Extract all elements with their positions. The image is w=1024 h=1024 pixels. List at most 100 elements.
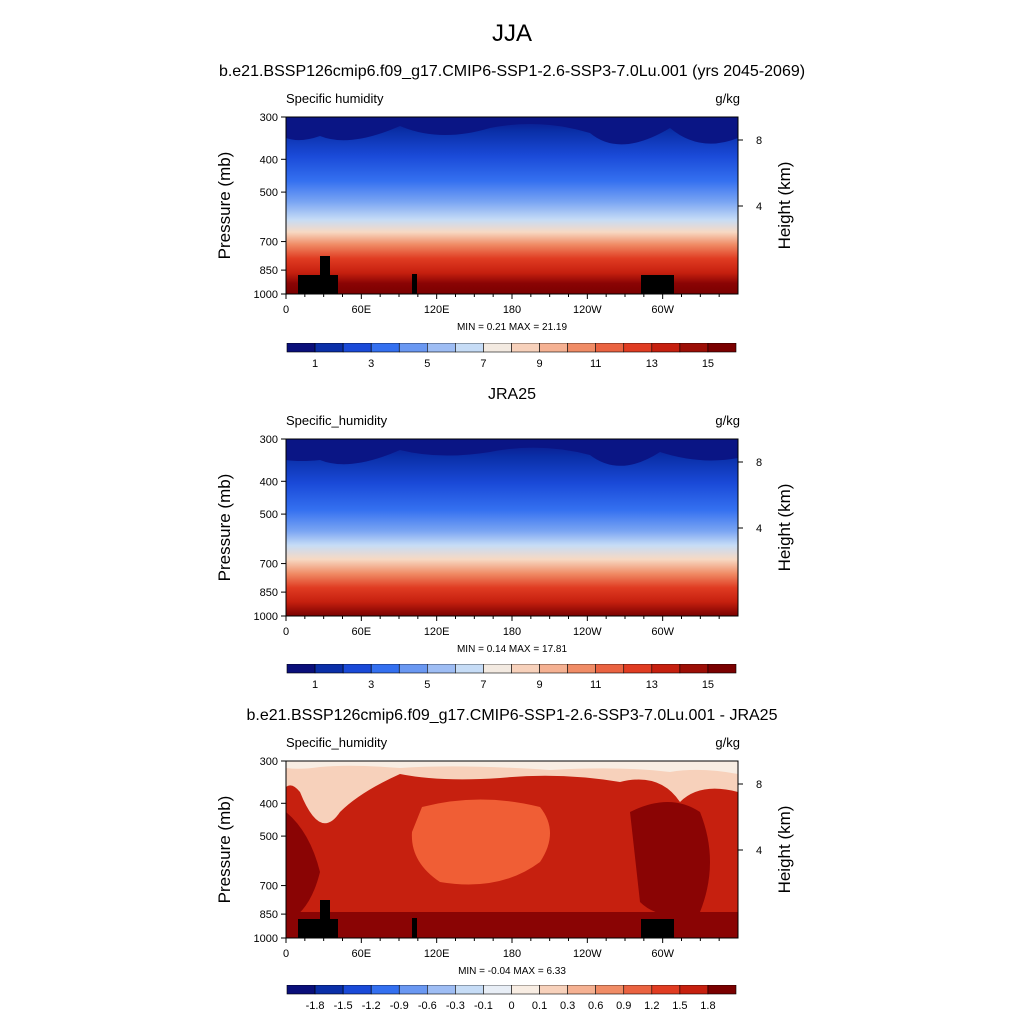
colorbar-swatch xyxy=(398,985,428,995)
colorbar-swatch xyxy=(567,343,596,353)
panel1-topography-3 xyxy=(412,274,417,294)
panel2-colorbar: 1 3 5 7 9 11 13 15 xyxy=(286,664,737,691)
panel1-field xyxy=(286,117,738,294)
panel3-left-dark xyxy=(286,812,320,922)
x-tick-label: 0 xyxy=(283,304,289,316)
colorbar-label: 0.6 xyxy=(588,1000,603,1012)
colorbar-swatch xyxy=(595,664,625,674)
y-tick-label: 400 xyxy=(260,154,278,166)
x-tick-label: 60W xyxy=(651,304,674,316)
panel1-colorbar: 1 3 5 7 9 11 13 15 xyxy=(286,343,737,370)
colorbar-swatch xyxy=(286,664,316,674)
colorbar-swatch xyxy=(679,343,709,353)
colorbar-label: 7 xyxy=(480,679,486,691)
obs-title: JRA25 xyxy=(487,386,537,403)
colorbar-swatch xyxy=(483,664,512,674)
y2-tick-label: 4 xyxy=(756,201,762,213)
y-tick-label: 300 xyxy=(260,112,278,124)
colorbar-label: -0.3 xyxy=(446,1000,465,1012)
colorbar-label: 0.9 xyxy=(616,1000,631,1012)
colorbar-label: -1.8 xyxy=(306,1000,325,1012)
panel3-topography-3 xyxy=(412,918,417,938)
diff-title: b.e21.BSSP126cmip6.f09_g17.CMIP6-SSP1-2.… xyxy=(246,707,778,724)
colorbar-swatch xyxy=(342,985,372,995)
colorbar-swatch xyxy=(286,343,316,353)
colorbar-swatch xyxy=(623,985,653,995)
x-tick-label: 60W xyxy=(651,948,674,960)
colorbar-swatch xyxy=(567,985,596,995)
x-tick-label: 120E xyxy=(424,948,450,960)
y-tick-label: 1000 xyxy=(254,289,278,301)
x-tick-label: 120W xyxy=(573,948,602,960)
colorbar-label: -1.5 xyxy=(334,1000,353,1012)
colorbar-label: 1.2 xyxy=(644,1000,659,1012)
colorbar-swatch xyxy=(539,664,568,674)
colorbar-label: 15 xyxy=(702,679,714,691)
panel3-topography-1 xyxy=(298,919,338,938)
x-tick-label: 60E xyxy=(352,948,372,960)
x-tick-label: 120E xyxy=(424,304,450,316)
colorbar-label: 1 xyxy=(312,358,318,370)
y2-tick-label: 4 xyxy=(756,845,762,857)
colorbar-swatch xyxy=(370,343,400,353)
colorbar-swatch xyxy=(679,985,709,995)
colorbar-swatch xyxy=(427,985,456,995)
colorbar-label: -1.2 xyxy=(362,1000,381,1012)
y-tick-label: 300 xyxy=(260,756,278,768)
colorbar-label: -0.6 xyxy=(418,1000,437,1012)
panel1-units-label: g/kg xyxy=(715,91,740,106)
colorbar-label: 13 xyxy=(646,679,658,691)
colorbar-label: 3 xyxy=(368,358,374,370)
colorbar-label: 1.8 xyxy=(700,1000,715,1012)
y-axis-title: Pressure (mb) xyxy=(215,152,234,260)
panel2-variable-label: Specific_humidity xyxy=(286,413,388,428)
panel3-central-band xyxy=(411,799,550,885)
colorbar-swatch xyxy=(314,985,344,995)
y-tick-label: 400 xyxy=(260,476,278,488)
colorbar-label: 5 xyxy=(424,358,430,370)
y2-axis-title: Height (km) xyxy=(775,806,794,894)
colorbar-swatch xyxy=(427,343,456,353)
colorbar-swatch xyxy=(511,664,540,674)
y-axis-title: Pressure (mb) xyxy=(215,474,234,582)
colorbar-swatch xyxy=(370,985,400,995)
panel3-colorbar: -1.8 -1.5 -1.2 -0.9 -0.6 -0.3 -0.1 0 0.1 0.3 0.6 0.… xyxy=(286,985,737,1012)
panel2-upper-dry-layer xyxy=(286,439,738,466)
y-tick-label: 400 xyxy=(260,798,278,810)
panel3-variable-label: Specific_humidity xyxy=(286,735,388,750)
panel3-chart: 300 400 500 700 850 1000 0 60E 120E 180 120W 60W 8 4 P… xyxy=(215,756,794,960)
colorbar-swatch xyxy=(651,985,681,995)
colorbar-swatch xyxy=(511,343,540,353)
colorbar-label: 9 xyxy=(537,679,543,691)
y-tick-label: 1000 xyxy=(254,611,278,623)
panel1-topography-2 xyxy=(320,256,330,276)
panel1-topography-1 xyxy=(298,275,338,294)
panel2-field xyxy=(286,439,738,616)
x-tick-label: 0 xyxy=(283,948,289,960)
colorbar-swatch xyxy=(370,664,400,674)
colorbar-swatch xyxy=(342,664,372,674)
panel3-mid-light-layer xyxy=(286,761,738,774)
colorbar-swatch xyxy=(679,664,709,674)
colorbar-label: 0.3 xyxy=(560,1000,575,1012)
colorbar-label: 5 xyxy=(424,679,430,691)
x-tick-label: 0 xyxy=(283,626,289,638)
colorbar-swatch xyxy=(483,343,512,353)
x-tick-label: 180 xyxy=(503,948,521,960)
colorbar-swatch xyxy=(707,985,737,995)
colorbar-swatch xyxy=(314,343,344,353)
colorbar-swatch xyxy=(342,343,372,353)
colorbar-swatch xyxy=(455,343,484,353)
colorbar-swatch xyxy=(398,664,428,674)
colorbar-swatch xyxy=(286,985,316,995)
colorbar-label: 1 xyxy=(312,679,318,691)
colorbar-swatch xyxy=(539,343,568,353)
y-tick-label: 850 xyxy=(260,265,278,277)
colorbar-label: 9 xyxy=(537,358,543,370)
colorbar-label: 0.1 xyxy=(532,1000,547,1012)
y-tick-label: 850 xyxy=(260,587,278,599)
case-title: b.e21.BSSP126cmip6.f09_g17.CMIP6-SSP1-2.… xyxy=(218,63,806,80)
colorbar-swatch xyxy=(314,664,344,674)
y-tick-label: 700 xyxy=(260,881,278,893)
colorbar-swatch xyxy=(427,664,456,674)
